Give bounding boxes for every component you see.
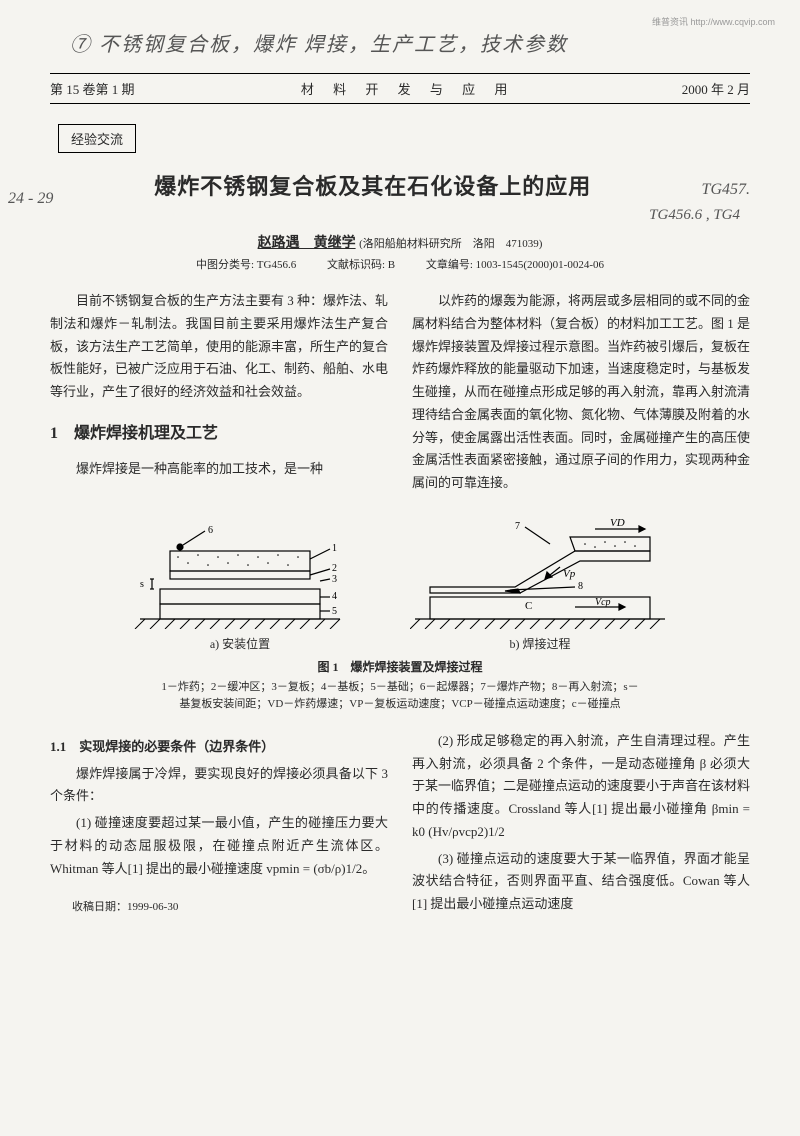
article-id: 文章编号: 1003-1545(2000)01-0024-06 — [426, 259, 604, 271]
svg-text:2: 2 — [332, 563, 337, 574]
doc-code: 文献标识码: B — [327, 259, 395, 271]
right-column: 以炸药的爆轰为能源，将两层或多层相同的或不同的金属材料结合为整体材料（复合板）的… — [412, 290, 750, 499]
affiliation: (洛阳船舶材料研究所 洛阳 471039) — [359, 238, 542, 250]
class-number: 中图分类号: TG456.6 — [196, 259, 296, 271]
subsection-1-1: 1.1 实现焊接的必要条件（边界条件） — [50, 736, 388, 759]
left-column: 目前不锈钢复合板的生产方法主要有 3 种：爆炸法、轧制法和爆炸－轧制法。我国目前… — [50, 290, 388, 499]
intro-columns: 目前不锈钢复合板的生产方法主要有 3 种：爆炸法、轧制法和爆炸－轧制法。我国目前… — [50, 290, 750, 499]
received-date: 收稿日期：1999-06-30 — [50, 898, 388, 917]
svg-text:VD: VD — [610, 519, 625, 529]
bottom-left-column: 1.1 实现焊接的必要条件（边界条件） 爆炸焊接属于冷焊，要实现良好的焊接必须具… — [50, 730, 388, 922]
header-center: 材 料 开 发 与 应 用 — [301, 79, 516, 98]
fig-caption-a: a) 安装位置 — [130, 635, 350, 652]
svg-text:Vcp: Vcp — [595, 597, 611, 608]
svg-text:s: s — [140, 579, 144, 590]
svg-text:1: 1 — [332, 543, 337, 554]
svg-text:8: 8 — [578, 581, 583, 592]
figure-pair: 6 1 2 3 4 5 s a) 安装位置 — [50, 519, 750, 652]
bottom-right-column: (2) 形成足够稳定的再入射流，产生自清理过程。产生再入射流，必须具备 2 个条… — [412, 730, 750, 922]
intro-p1: 目前不锈钢复合板的生产方法主要有 3 种：爆炸法、轧制法和爆炸－轧制法。我国目前… — [50, 290, 388, 404]
body-columns: 1.1 实现焊接的必要条件（边界条件） 爆炸焊接属于冷焊，要实现良好的焊接必须具… — [50, 730, 750, 922]
svg-text:Vp: Vp — [563, 568, 576, 580]
svg-text:5: 5 — [332, 606, 337, 617]
figure-title: 图 1 爆炸焊接装置及焊接过程 — [50, 658, 750, 675]
intro-p3: 以炸药的爆轰为能源，将两层或多层相同的或不同的金属材料结合为整体材料（复合板）的… — [412, 290, 750, 495]
handwritten-code-2: TG456.6 , TG4 — [50, 207, 740, 224]
br-p1: (2) 形成足够稳定的再入射流，产生自清理过程。产生再入射流，必须具备 2 个条… — [412, 730, 750, 844]
handwritten-keywords: ⑦ 不锈钢复合板，爆炸 焊接，生产工艺，技术参数 — [70, 28, 750, 57]
svg-text:C: C — [525, 600, 532, 612]
author-names: 赵路遇 黄继学 — [258, 236, 356, 251]
br-p2: (3) 碰撞点运动的速度要大于某一临界值，界面才能呈波状结合特征，否则界面平直、… — [412, 848, 750, 916]
bl-p2: (1) 碰撞速度要超过某一最小值，产生的碰撞压力要大于材料的动态屈服极限，在碰撞… — [50, 812, 388, 880]
legend-line-2: 基复板安装间距；VD－炸药爆速；VP－复板运动速度；VCP－碰撞点运动速度；c－… — [179, 698, 620, 710]
header-right: 2000 年 2 月 — [682, 79, 750, 98]
handwritten-page-range: 24 - 29 — [8, 190, 53, 208]
figure-1b: VD Vp Vcp C 7 8 b) 焊接过程 — [410, 519, 670, 652]
legend-line-1: 1－炸药；2－缓冲区；3－复板；4－基板；5－基础；6－起爆器；7－爆炸产物；8… — [161, 681, 638, 693]
svg-text:6: 6 — [208, 525, 213, 536]
handwritten-code-1: TG457. — [702, 181, 750, 199]
article-title: 爆炸不锈钢复合板及其在石化设备上的应用 — [50, 169, 696, 201]
fig-caption-b: b) 焊接过程 — [410, 635, 670, 652]
section-label-box: 经验交流 — [58, 124, 136, 153]
title-row: 爆炸不锈钢复合板及其在石化设备上的应用 TG457. — [50, 163, 750, 205]
figure-legend: 1－炸药；2－缓冲区；3－复板；4－基板；5－基础；6－起爆器；7－爆炸产物；8… — [120, 679, 680, 714]
bl-p1: 爆炸焊接属于冷焊，要实现良好的焊接必须具备以下 3 个条件： — [50, 763, 388, 809]
running-header: 第 15 卷第 1 期 材 料 开 发 与 应 用 2000 年 2 月 — [50, 73, 750, 104]
svg-text:3: 3 — [332, 574, 337, 585]
svg-text:7: 7 — [515, 521, 520, 532]
svg-text:4: 4 — [332, 591, 337, 602]
diagram-a-svg: 6 1 2 3 4 5 s — [130, 519, 350, 629]
authors-line: 赵路遇 黄继学 (洛阳船舶材料研究所 洛阳 471039) — [50, 232, 750, 252]
header-left: 第 15 卷第 1 期 — [50, 79, 135, 98]
figure-1a: 6 1 2 3 4 5 s a) 安装位置 — [130, 519, 350, 652]
section-1-heading: 1 爆炸焊接机理及工艺 — [50, 420, 388, 448]
intro-p2: 爆炸焊接是一种高能率的加工技术，是一种 — [50, 458, 388, 481]
watermark: 维普资讯 http://www.cqvip.com — [652, 15, 775, 28]
diagram-b-svg: VD Vp Vcp C 7 8 — [410, 519, 670, 629]
figure-1: 6 1 2 3 4 5 s a) 安装位置 — [50, 519, 750, 714]
classification-line: 中图分类号: TG456.6 文献标识码: B 文章编号: 1003-1545(… — [50, 256, 750, 272]
